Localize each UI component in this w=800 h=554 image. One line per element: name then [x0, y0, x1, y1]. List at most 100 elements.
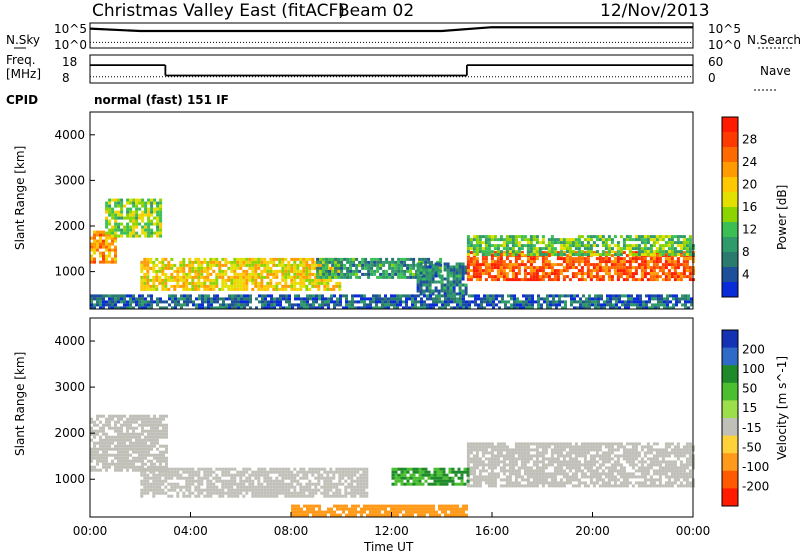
heatmap-cell [311, 470, 315, 474]
heatmap-cell [320, 269, 324, 273]
heatmap-cell [221, 485, 225, 489]
heatmap-cell [379, 257, 383, 261]
heatmap-cell [293, 278, 297, 282]
heatmap-cell [129, 303, 132, 307]
heatmap-cell [586, 253, 590, 257]
heatmap-cell [96, 462, 99, 466]
heatmap-cell [293, 491, 297, 495]
heatmap-cell [472, 481, 476, 485]
heatmap-cell [323, 494, 327, 498]
heatmap-cell [526, 454, 530, 458]
heatmap-cell [90, 438, 93, 442]
heatmap-cell [675, 303, 678, 307]
heatmap-cell [450, 306, 453, 310]
heatmap-cell [194, 281, 198, 285]
heatmap-cell [320, 278, 324, 282]
heatmap-cell [556, 275, 560, 279]
heatmap-cell [658, 247, 662, 251]
heatmap-cell [126, 432, 129, 436]
heatmap-cell [279, 294, 282, 298]
heatmap-cell [105, 459, 108, 463]
heatmap-cell [532, 260, 536, 264]
heatmap-cell [117, 297, 120, 301]
heatmap-cell [529, 235, 533, 239]
heatmap-cell [431, 280, 435, 284]
heatmap-cell [155, 269, 159, 273]
heatmap-cell [308, 269, 312, 273]
heatmap-cell [475, 247, 479, 251]
heatmap-cell [153, 441, 156, 445]
heatmap-cell [144, 438, 147, 442]
heatmap-cell [655, 254, 659, 258]
heatmap-cell [532, 484, 536, 488]
heatmap-cell [155, 482, 159, 486]
heatmap-cell [526, 466, 530, 470]
heatmap-cell [493, 251, 497, 255]
heatmap-cell [246, 297, 249, 301]
heatmap-cell [631, 260, 635, 264]
heatmap-cell [493, 247, 497, 251]
heatmap-cell [230, 479, 234, 483]
heatmap-cell [437, 289, 441, 293]
heatmap-cell [326, 488, 330, 492]
heatmap-cell [505, 454, 509, 458]
heatmap-cell [514, 260, 518, 264]
heatmap-cell [582, 303, 585, 307]
heatmap-cell [320, 272, 324, 276]
heatmap-cell [543, 297, 546, 301]
heatmap-cell [505, 247, 509, 251]
heatmap-cell [685, 263, 689, 267]
heatmap-cell [305, 266, 309, 270]
heatmap-cell [135, 300, 138, 304]
heatmap-cell [375, 297, 378, 301]
heatmap-cell [646, 238, 650, 242]
heatmap-cell [182, 272, 186, 276]
heatmap-cell [248, 257, 252, 261]
heatmap-cell [612, 294, 615, 298]
heatmap-cell [667, 481, 671, 485]
heatmap-cell [108, 236, 111, 240]
heatmap-cell [609, 306, 612, 310]
heatmap-cell [153, 456, 156, 460]
heatmap-cell [655, 469, 659, 473]
heatmap-cell [140, 479, 144, 483]
heatmap-cell [619, 475, 623, 479]
heatmap-cell [477, 303, 480, 307]
heatmap-cell [676, 253, 680, 257]
heatmap-cell [502, 457, 506, 461]
heatmap-cell [441, 306, 444, 310]
heatmap-cell [484, 457, 488, 461]
heatmap-cell [511, 253, 515, 257]
heatmap-cell [531, 306, 534, 310]
heatmap-cell [333, 504, 336, 508]
heatmap-cell [102, 306, 105, 310]
heatmap-cell [164, 473, 168, 477]
heatmap-cell [556, 253, 560, 257]
heatmap-cell [146, 272, 150, 276]
heatmap-cell [586, 275, 590, 279]
heatmap-cell [661, 272, 665, 276]
heatmap-cell [126, 228, 130, 232]
heatmap-cell [197, 494, 201, 498]
heatmap-cell [314, 467, 318, 471]
heatmap-cell [673, 272, 677, 276]
heatmap-cell [174, 303, 177, 307]
heatmap-cell [111, 225, 115, 229]
heatmap-cell [577, 247, 581, 251]
heatmap-cell [475, 484, 479, 488]
heatmap-cell [604, 263, 608, 267]
nave-tick-high: 60 [708, 55, 723, 69]
heatmap-cell [577, 253, 581, 257]
heatmap-cell [450, 294, 453, 298]
heatmap-cell [144, 225, 148, 229]
heatmap-cell [158, 281, 162, 285]
heatmap-cell [679, 451, 683, 455]
heatmap-cell [165, 447, 168, 451]
heatmap-cell [616, 247, 620, 251]
heatmap-cell [135, 297, 138, 301]
heatmap-cell [592, 442, 596, 446]
heatmap-cell [565, 460, 569, 464]
heatmap-cell [240, 297, 243, 301]
heatmap-cell [622, 466, 626, 470]
heatmap-cell [553, 460, 557, 464]
